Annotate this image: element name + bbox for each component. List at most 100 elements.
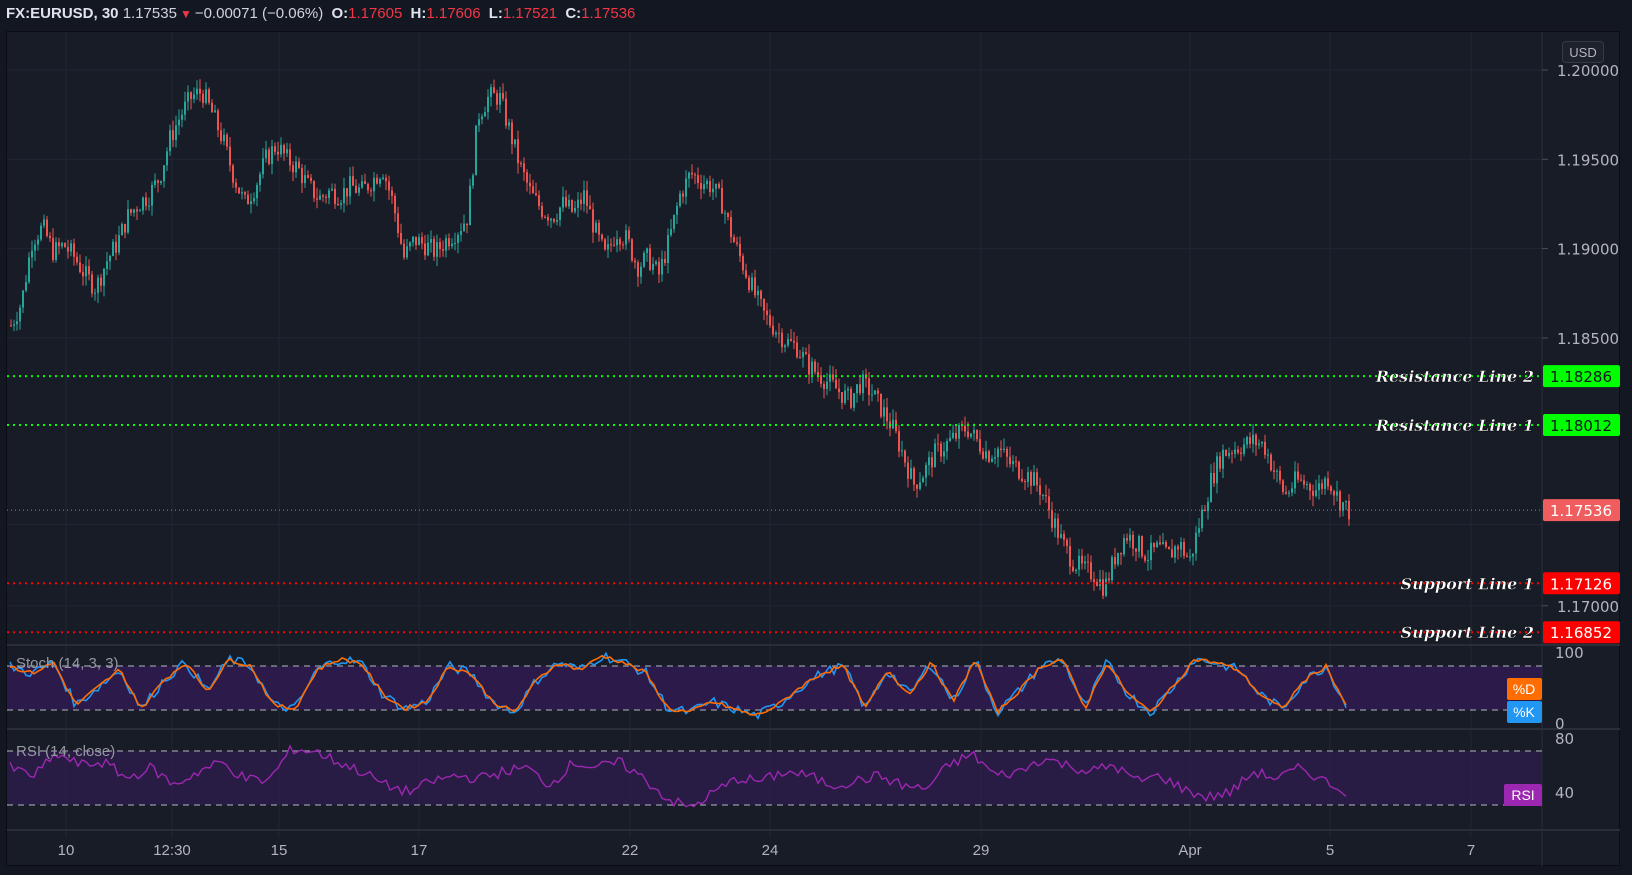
candle-body	[991, 458, 993, 462]
currency-button[interactable]: USD	[1562, 41, 1604, 63]
candle-body	[214, 110, 216, 113]
candle-body	[451, 243, 453, 247]
candle-body	[952, 432, 954, 438]
candle-body	[973, 429, 975, 434]
high-label: H:	[410, 5, 427, 22]
candle-body	[463, 223, 465, 231]
candle-body	[1036, 472, 1038, 486]
candle-body	[1042, 494, 1044, 496]
candle-body	[490, 87, 492, 97]
candle-body	[667, 235, 669, 264]
candle-body	[520, 163, 522, 165]
stoch-tag-label: %K	[1513, 704, 1535, 720]
candle-body	[871, 394, 873, 396]
candle-body	[154, 180, 156, 185]
candle-body	[757, 290, 759, 296]
candle-body	[754, 277, 756, 296]
candle-body	[1189, 556, 1191, 558]
candle-body	[970, 433, 972, 437]
candle-body	[508, 122, 510, 126]
candle-body	[1090, 562, 1092, 580]
candle-body	[1000, 448, 1002, 450]
candle-body	[394, 195, 396, 214]
candle-body	[1171, 549, 1173, 558]
candle-body	[1216, 456, 1218, 484]
candle-body	[1336, 491, 1338, 496]
candle-body	[487, 96, 489, 113]
candle-body	[946, 441, 948, 452]
candle-body	[1195, 532, 1197, 554]
candle-body	[613, 244, 615, 246]
candle-body	[943, 451, 945, 457]
candle-body	[1018, 461, 1020, 479]
candle-body	[514, 139, 516, 145]
symbol-name[interactable]: FX:EURUSD, 30	[6, 5, 119, 22]
candle-body	[619, 239, 621, 245]
candle-body	[1273, 470, 1275, 472]
candle-body	[1198, 528, 1200, 533]
price-tick-label: 1.19500	[1557, 151, 1619, 169]
candle-body	[1297, 471, 1299, 480]
candle-body	[415, 236, 417, 246]
candle-body	[511, 122, 513, 145]
candle-body	[88, 266, 90, 275]
candle-body	[670, 229, 672, 236]
candle-body	[73, 243, 75, 257]
candle-body	[997, 448, 999, 458]
candle-body	[283, 144, 285, 154]
candle-body	[178, 119, 180, 126]
candle-body	[1342, 502, 1344, 511]
candle-body	[832, 374, 834, 380]
candle-body	[535, 193, 537, 196]
candle-body	[256, 184, 258, 199]
indicator-tick-label: 0	[1555, 715, 1565, 733]
candle-body	[1267, 454, 1269, 456]
candle-body	[430, 238, 432, 243]
candle-body	[328, 190, 330, 198]
candle-body	[49, 235, 51, 239]
candle-body	[142, 197, 144, 211]
candle-body	[136, 209, 138, 212]
candle-body	[1333, 491, 1335, 496]
candle-body	[1114, 557, 1116, 565]
candle-body	[559, 207, 561, 220]
candle-body	[55, 242, 57, 261]
candle-body	[118, 235, 120, 253]
candle-body	[637, 262, 639, 277]
level-label: Resistance Line 2	[1375, 367, 1534, 386]
candle-body	[196, 88, 198, 95]
candle-body	[103, 268, 105, 286]
candle-body	[577, 199, 579, 208]
axes[interactable]: 1.20000 1.19500 1.19000 1.18500 1.17000 100 08…	[58, 62, 1619, 859]
candle-body	[1312, 490, 1314, 496]
candle-body	[598, 222, 600, 235]
candle-body	[91, 274, 93, 294]
rsi-tag-label: RSI	[1511, 787, 1534, 803]
candle-body	[181, 114, 183, 120]
candle-body	[319, 195, 321, 200]
level-lines[interactable]: Resistance Line 2 1.18286 Resistance Line …	[7, 365, 1620, 644]
candle-body	[823, 383, 825, 389]
time-label: 7	[1467, 842, 1475, 859]
candle-body	[673, 214, 675, 230]
candle-body	[19, 307, 21, 322]
open-value: 1.17605	[348, 5, 403, 22]
candle-body	[1285, 491, 1287, 494]
candle-body	[310, 177, 312, 181]
candle-body	[139, 210, 141, 212]
candle-body	[547, 216, 549, 221]
chart-frame[interactable]	[6, 31, 1620, 866]
candle-body	[346, 188, 348, 197]
candle-body	[109, 255, 111, 262]
candle-body	[1264, 441, 1266, 455]
candle-body	[373, 177, 375, 192]
candle-body	[286, 149, 288, 154]
last-price: 1.17535	[122, 5, 177, 22]
candle-body	[166, 151, 168, 166]
candle-body	[562, 196, 564, 208]
candle-body	[304, 175, 306, 184]
candle-body	[289, 149, 291, 166]
candle-body	[397, 213, 399, 233]
stoch-tag-label: %D	[1513, 681, 1536, 697]
